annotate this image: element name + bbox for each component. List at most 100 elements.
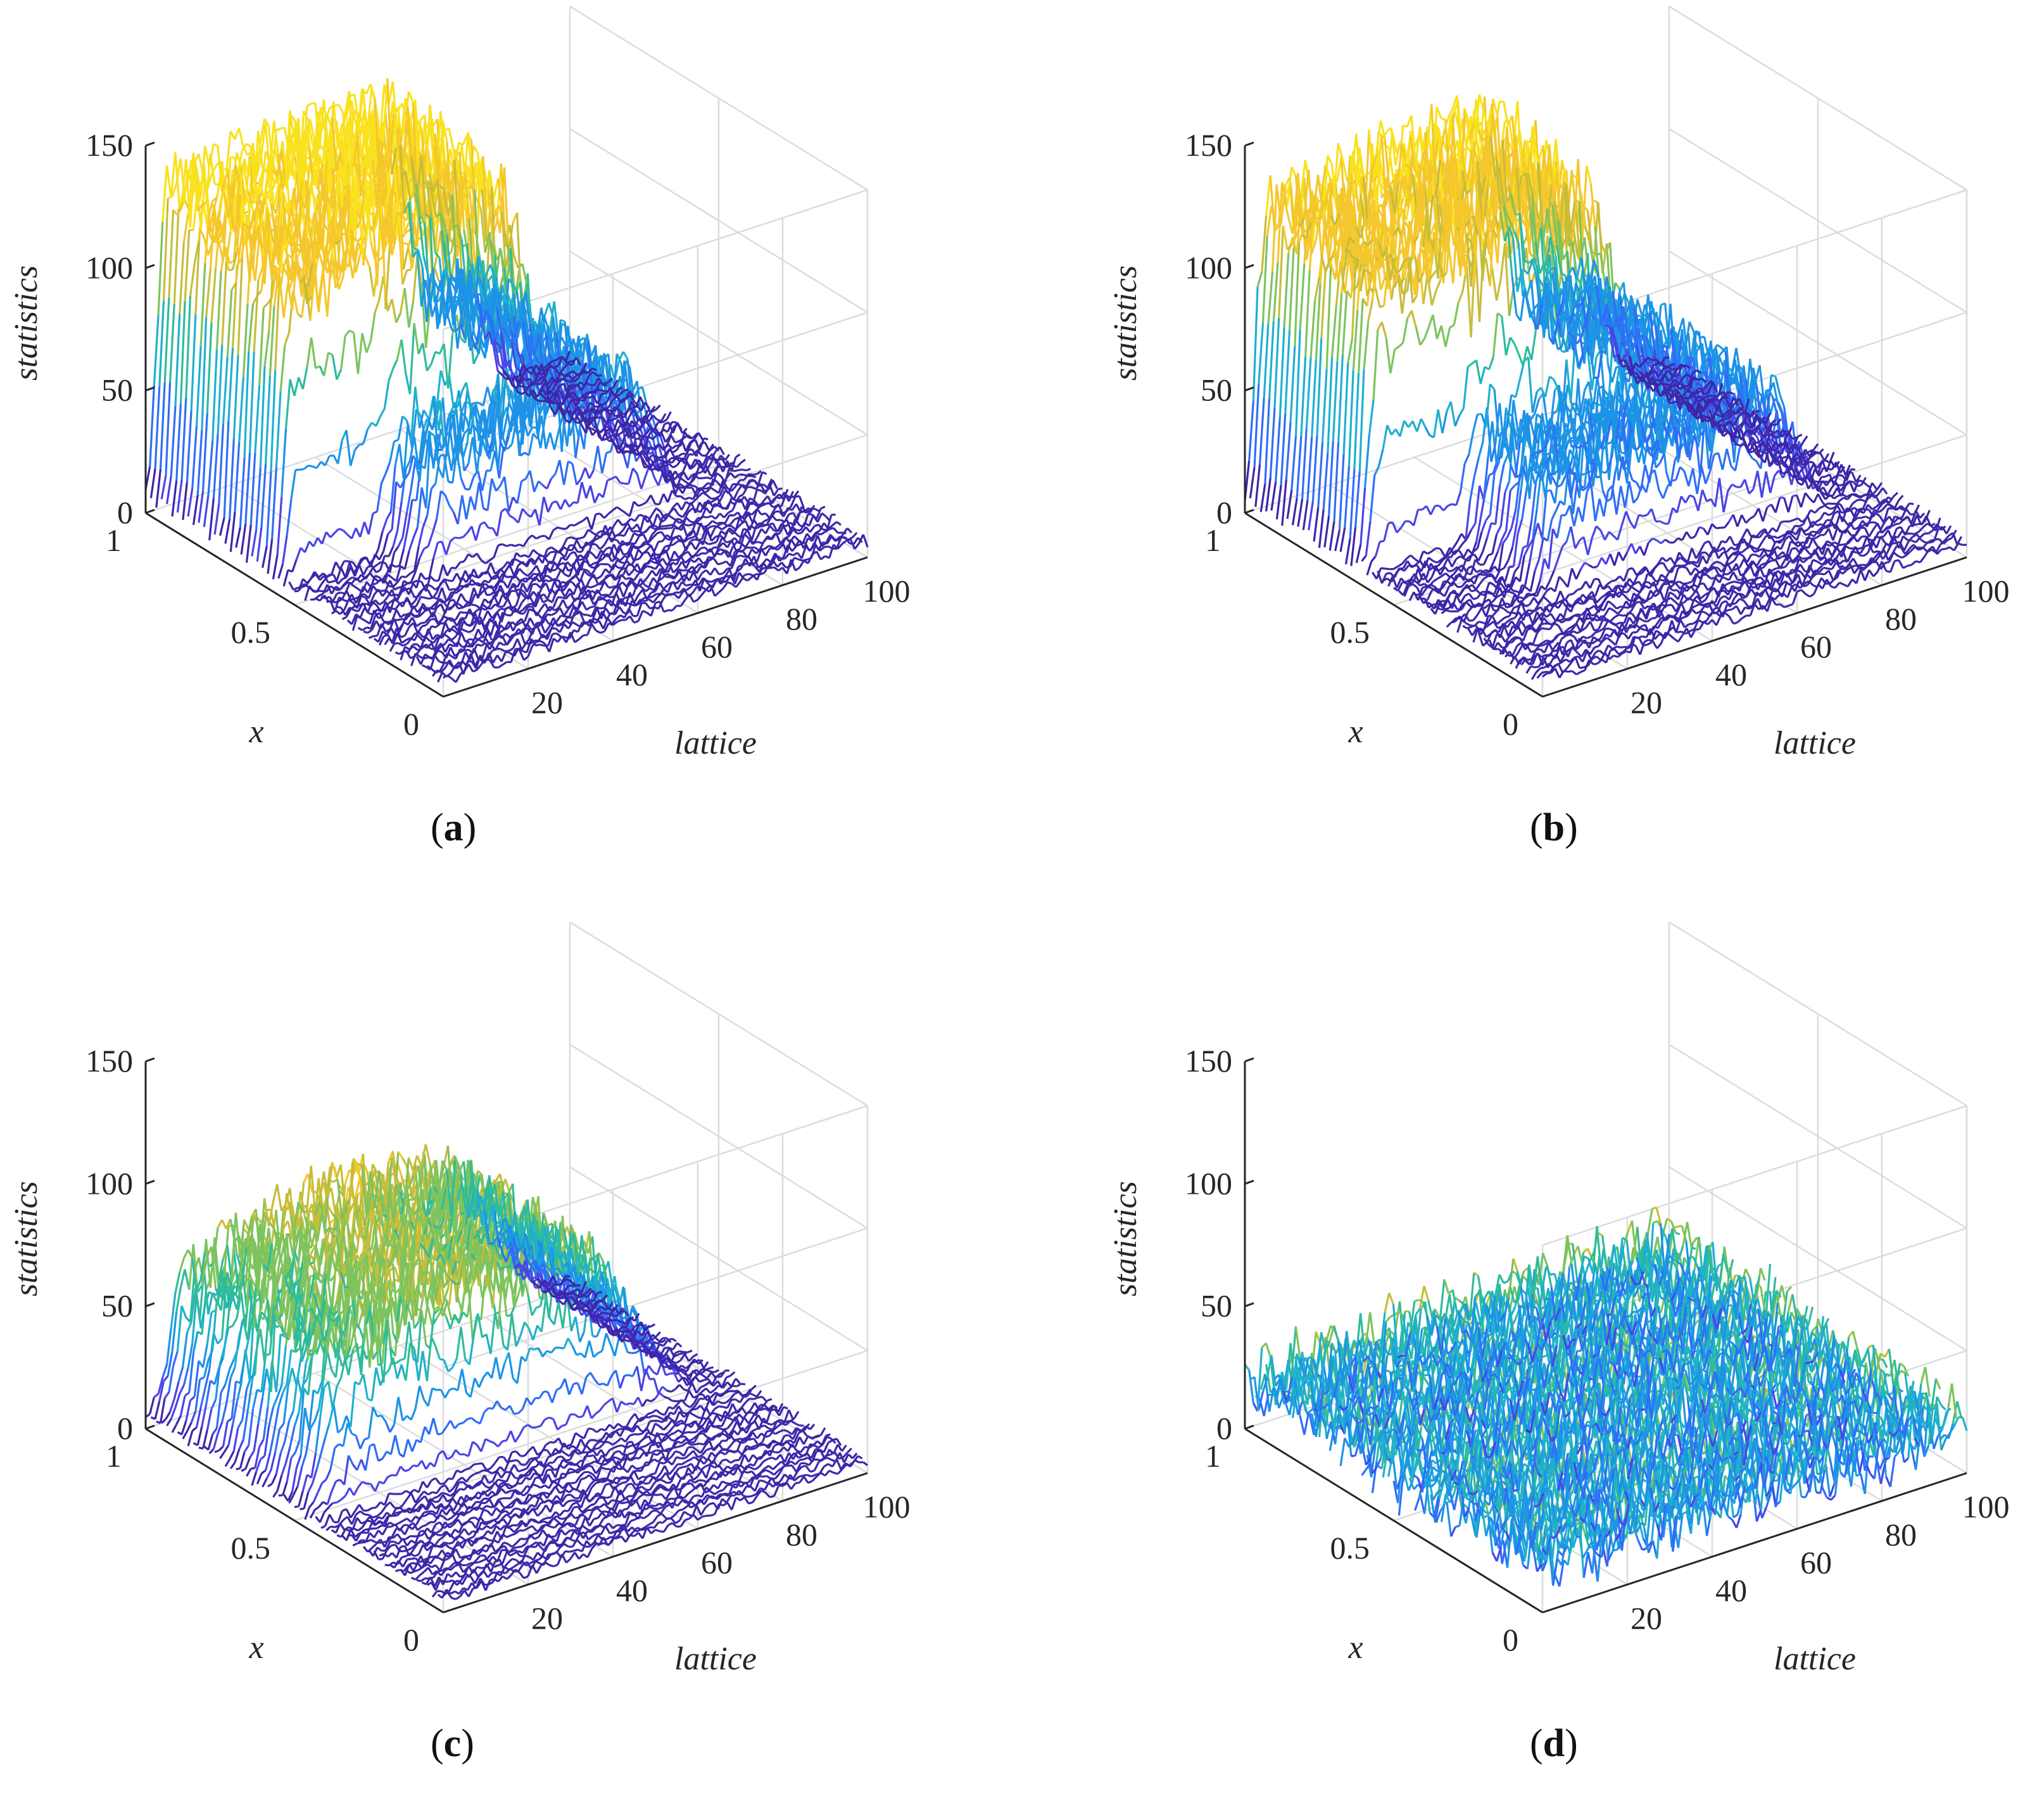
surface-segment: [381, 408, 385, 416]
surface-segment: [821, 532, 825, 535]
surface-segment: [387, 512, 391, 519]
surface-segment: [277, 497, 282, 555]
surface-segment: [337, 567, 341, 580]
surface-segment: [424, 547, 429, 549]
surface-segment: [676, 559, 680, 560]
surface-segment: [266, 376, 270, 464]
surface-segment: [766, 548, 770, 556]
surface-segment: [605, 608, 610, 614]
surface-segment: [646, 526, 650, 532]
surface-segment: [710, 528, 715, 537]
surface-segment: [598, 599, 602, 600]
surface-segment: [593, 533, 597, 535]
surface-segment: [393, 531, 398, 547]
surface-segment: [249, 304, 253, 351]
surface-segment: [591, 486, 595, 503]
surface-segment: [379, 276, 384, 300]
surface-segment: [390, 441, 394, 462]
surface-segment: [507, 545, 511, 546]
surface-segment: [268, 539, 272, 574]
surface-segment: [394, 643, 399, 644]
surface-segment: [431, 483, 436, 489]
surface-segment: [369, 636, 374, 638]
surface-segment: [304, 465, 308, 469]
surface-segment: [751, 547, 755, 548]
surface-segment: [403, 644, 407, 646]
surface-segment: [324, 353, 329, 376]
surface-segment: [669, 450, 673, 452]
surface-segment: [557, 616, 561, 621]
surface-segment: [255, 386, 260, 453]
surface-segment: [629, 502, 634, 516]
surface-segment: [222, 261, 227, 345]
surface-segment: [562, 337, 566, 346]
surface-segment: [445, 581, 450, 590]
surface-segment: [731, 519, 735, 524]
surface-segment: [256, 468, 261, 530]
surface-segment: [607, 452, 611, 453]
surface-segment: [717, 473, 721, 476]
surface-segment: [616, 616, 621, 619]
surface-segment: [588, 529, 593, 533]
surface-segment: [579, 635, 583, 639]
surface-segment: [562, 621, 567, 623]
surface-segment: [584, 529, 588, 537]
surface-segment: [229, 348, 233, 421]
surface-segment: [673, 541, 678, 545]
surface-segment: [745, 574, 749, 575]
surface-segment: [630, 616, 634, 623]
surface-segment: [506, 634, 510, 638]
surface-segment: [816, 531, 820, 533]
surface-segment: [679, 515, 683, 517]
surface-segment: [789, 554, 793, 555]
surface-segment: [515, 545, 520, 546]
surface-segment: [393, 620, 398, 621]
surface-segment: [577, 482, 582, 503]
surface-segment: [411, 600, 415, 605]
surface-segment: [362, 628, 367, 631]
surface-segment: [464, 533, 468, 537]
surface-segment: [390, 553, 394, 573]
surface-segment: [336, 611, 341, 614]
surface-segment: [636, 547, 641, 548]
surface-segment: [674, 509, 679, 515]
surface-segment: [230, 261, 234, 263]
surface-segment: [418, 649, 422, 650]
surface-segment: [394, 547, 399, 553]
surface-segment: [648, 571, 652, 577]
surface-segment: [634, 621, 639, 623]
surface-segment: [419, 528, 423, 547]
surface-segment: [743, 578, 748, 581]
surface-segment: [621, 556, 625, 560]
surface-segment: [368, 630, 372, 633]
surface-segment: [405, 627, 410, 636]
surface-segment: [598, 446, 602, 473]
surface-segment: [677, 605, 681, 606]
surface-segment: [389, 369, 393, 381]
surface-segment: [444, 579, 448, 581]
surface-segment: [453, 573, 457, 581]
surface-segment: [665, 583, 669, 588]
surface-segment: [295, 244, 300, 245]
surface-segment: [748, 574, 753, 575]
surface-segment: [403, 249, 408, 270]
surface-segment: [390, 643, 394, 651]
surface-segment: [294, 377, 299, 396]
surface-segment: [575, 597, 579, 601]
surface-mesh: [146, 79, 867, 682]
surface-segment: [731, 462, 735, 464]
surface-segment: [726, 541, 731, 543]
surface-segment: [394, 440, 398, 442]
surface-segment: [699, 558, 703, 564]
surface-segment: [429, 559, 434, 578]
surface-segment: [254, 280, 258, 351]
surface-segment: [384, 535, 388, 552]
surface-segment: [505, 607, 509, 609]
surface-segment: [532, 535, 536, 538]
surface-segment: [654, 477, 659, 486]
surface-segment: [800, 560, 804, 567]
surface-segment: [764, 546, 769, 549]
surface-segment: [536, 566, 541, 574]
surface-segment: [346, 430, 351, 465]
surface-segment: [737, 463, 741, 467]
